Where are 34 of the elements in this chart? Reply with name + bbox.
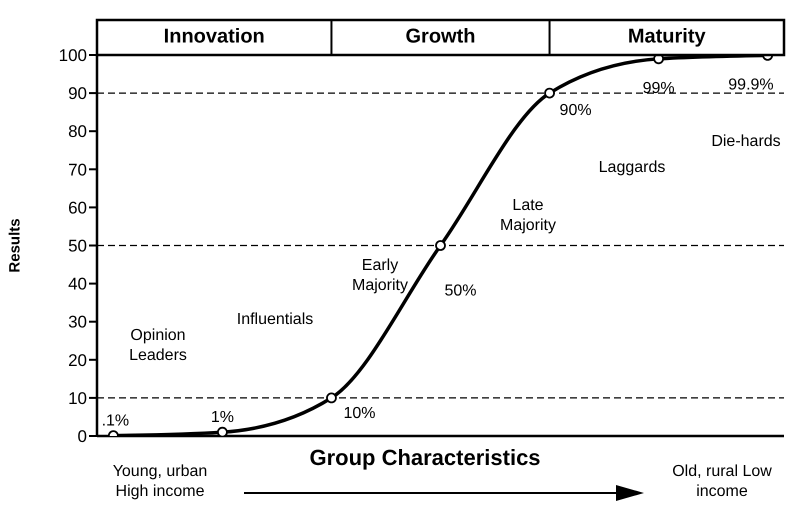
y-tick-label: 50 (68, 236, 87, 256)
data-label: 10% (343, 404, 376, 422)
text: Old, rural Low income (671, 462, 773, 502)
point (217, 426, 228, 436)
y-tick-label: 40 (68, 274, 87, 294)
annotation: Die-hards (710, 132, 782, 152)
text: Growth (406, 25, 476, 48)
y-tick-label: 100 (58, 46, 87, 66)
text: Innovation (164, 25, 265, 48)
annotation: Early Majority (350, 256, 409, 296)
y-tick-label: 80 (68, 122, 87, 142)
annotation: Late Majority (498, 196, 557, 236)
y-axis-title: Results (6, 218, 24, 273)
y-tick-label: 70 (68, 160, 87, 180)
y-tick-label: 30 (68, 312, 87, 332)
annotation: Opinion Leaders (128, 326, 188, 366)
point (435, 240, 446, 251)
data-label: 90% (560, 102, 592, 120)
point (326, 392, 337, 404)
data-label: 50% (444, 282, 477, 300)
text: Maturity (628, 25, 706, 48)
data-label: 99.9% (728, 76, 774, 94)
x-axis-title: Group Characteristics (309, 445, 541, 471)
y-tick-label: 10 (68, 388, 87, 408)
data-label: .1% (102, 412, 130, 430)
y-tick-label: 0 (78, 427, 87, 446)
annotation: Laggards (598, 158, 666, 178)
annotation: Influentials (236, 310, 314, 330)
y-tick-label: 20 (68, 350, 87, 370)
text: Young, urban High income (112, 462, 208, 502)
point (544, 88, 555, 98)
data-label: 1% (210, 409, 234, 426)
y-tick-label: 60 (68, 198, 87, 218)
y-tick-label: 90 (68, 84, 87, 104)
